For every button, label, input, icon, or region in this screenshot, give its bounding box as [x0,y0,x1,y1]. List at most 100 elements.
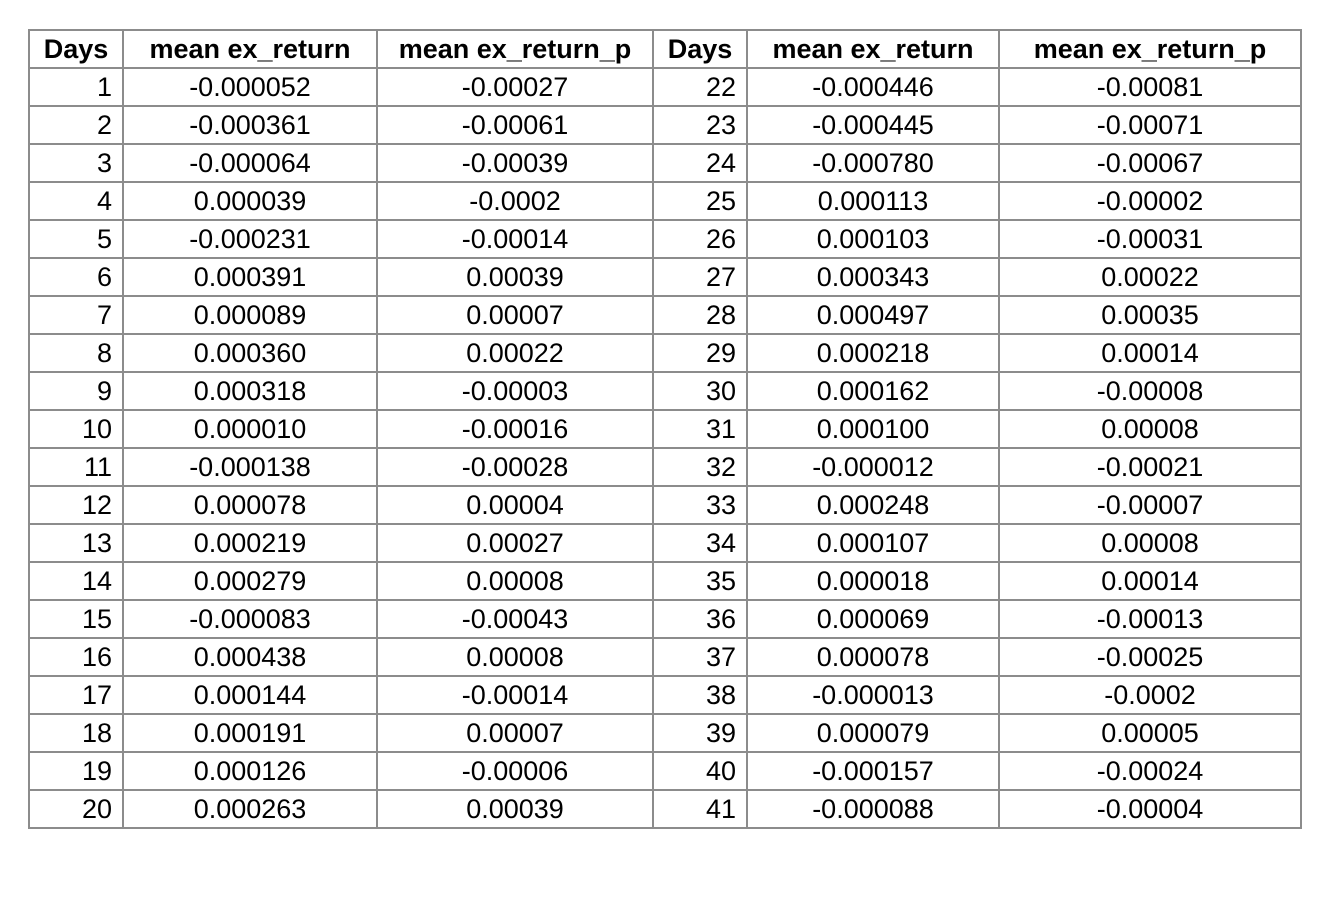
cell-mean-ex-return-p-left: -0.00014 [376,675,654,715]
cell-days-left: 8 [28,333,124,373]
cell-days-right: 27 [652,257,748,297]
cell-days-right: 29 [652,333,748,373]
cell-mean-ex-return-left: -0.000361 [122,105,378,145]
cell-days-right: 34 [652,523,748,563]
cell-days-right: 38 [652,675,748,715]
table-row: 6 0.000391 0.00039 27 0.000343 0.00022 [28,257,1302,297]
cell-days-right: 41 [652,789,748,829]
cell-mean-ex-return-left: 0.000078 [122,485,378,525]
cell-days-right: 30 [652,371,748,411]
cell-days-left: 6 [28,257,124,297]
cell-mean-ex-return-p-right: -0.00024 [998,751,1302,791]
header-days-left: Days [28,29,124,69]
cell-mean-ex-return-right: -0.000012 [746,447,1000,487]
table-row: 12 0.000078 0.00004 33 0.000248 -0.00007 [28,485,1302,525]
cell-days-left: 18 [28,713,124,753]
cell-mean-ex-return-p-right: -0.00007 [998,485,1302,525]
cell-days-left: 13 [28,523,124,563]
cell-mean-ex-return-right: -0.000780 [746,143,1000,183]
table-row: 17 0.000144 -0.00014 38 -0.000013 -0.0002 [28,675,1302,715]
cell-days-right: 25 [652,181,748,221]
cell-days-right: 22 [652,67,748,107]
cell-mean-ex-return-p-left: 0.00007 [376,295,654,335]
table-row: 10 0.000010 -0.00016 31 0.000100 0.00008 [28,409,1302,449]
cell-mean-ex-return-left: 0.000126 [122,751,378,791]
cell-mean-ex-return-p-left: 0.00004 [376,485,654,525]
cell-mean-ex-return-p-left: 0.00027 [376,523,654,563]
cell-days-left: 9 [28,371,124,411]
cell-mean-ex-return-right: 0.000079 [746,713,1000,753]
table-row: 11 -0.000138 -0.00028 32 -0.000012 -0.00021 [28,447,1302,487]
cell-mean-ex-return-p-right: 0.00014 [998,333,1302,373]
header-row: Days mean ex_return mean ex_return_p Day… [28,29,1302,69]
table-row: 2 -0.000361 -0.00061 23 -0.000445 -0.00071 [28,105,1302,145]
cell-days-right: 36 [652,599,748,639]
cell-mean-ex-return-right: 0.000100 [746,409,1000,449]
cell-mean-ex-return-p-right: -0.00031 [998,219,1302,259]
cell-mean-ex-return-left: 0.000438 [122,637,378,677]
cell-mean-ex-return-p-left: 0.00007 [376,713,654,753]
cell-mean-ex-return-p-left: 0.00008 [376,637,654,677]
cell-mean-ex-return-p-left: 0.00008 [376,561,654,601]
cell-days-left: 1 [28,67,124,107]
cell-mean-ex-return-p-left: 0.00022 [376,333,654,373]
cell-mean-ex-return-p-right: -0.0002 [998,675,1302,715]
cell-mean-ex-return-right: 0.000078 [746,637,1000,677]
cell-days-left: 12 [28,485,124,525]
cell-mean-ex-return-p-left: -0.00014 [376,219,654,259]
cell-mean-ex-return-left: 0.000263 [122,789,378,829]
table-row: 4 0.000039 -0.0002 25 0.000113 -0.00002 [28,181,1302,221]
table-row: 5 -0.000231 -0.00014 26 0.000103 -0.00031 [28,219,1302,259]
cell-days-right: 39 [652,713,748,753]
cell-mean-ex-return-right: 0.000069 [746,599,1000,639]
cell-days-left: 19 [28,751,124,791]
cell-mean-ex-return-left: 0.000219 [122,523,378,563]
cell-mean-ex-return-right: 0.000162 [746,371,1000,411]
cell-mean-ex-return-p-right: 0.00008 [998,523,1302,563]
cell-mean-ex-return-p-right: -0.00067 [998,143,1302,183]
table-row: 8 0.000360 0.00022 29 0.000218 0.00014 [28,333,1302,373]
cell-days-right: 37 [652,637,748,677]
cell-days-left: 20 [28,789,124,829]
cell-mean-ex-return-p-right: -0.00008 [998,371,1302,411]
cell-mean-ex-return-p-right: 0.00005 [998,713,1302,753]
cell-mean-ex-return-p-right: 0.00014 [998,561,1302,601]
cell-mean-ex-return-right: -0.000013 [746,675,1000,715]
cell-days-left: 10 [28,409,124,449]
table-row: 16 0.000438 0.00008 37 0.000078 -0.00025 [28,637,1302,677]
cell-mean-ex-return-p-left: -0.00016 [376,409,654,449]
table-row: 13 0.000219 0.00027 34 0.000107 0.00008 [28,523,1302,563]
cell-mean-ex-return-p-right: -0.00081 [998,67,1302,107]
cell-mean-ex-return-left: 0.000279 [122,561,378,601]
cell-mean-ex-return-left: 0.000089 [122,295,378,335]
cell-mean-ex-return-p-left: -0.00003 [376,371,654,411]
cell-mean-ex-return-left: 0.000360 [122,333,378,373]
cell-mean-ex-return-p-left: -0.0002 [376,181,654,221]
cell-days-right: 32 [652,447,748,487]
table-row: 3 -0.000064 -0.00039 24 -0.000780 -0.00067 [28,143,1302,183]
cell-days-right: 26 [652,219,748,259]
cell-mean-ex-return-right: 0.000113 [746,181,1000,221]
cell-mean-ex-return-p-right: -0.00004 [998,789,1302,829]
table-row: 18 0.000191 0.00007 39 0.000079 0.00005 [28,713,1302,753]
cell-mean-ex-return-p-right: -0.00071 [998,105,1302,145]
table-row: 7 0.000089 0.00007 28 0.000497 0.00035 [28,295,1302,335]
cell-days-left: 4 [28,181,124,221]
cell-mean-ex-return-p-left: -0.00039 [376,143,654,183]
cell-days-right: 35 [652,561,748,601]
cell-mean-ex-return-right: -0.000088 [746,789,1000,829]
cell-days-left: 2 [28,105,124,145]
header-mean-ex-return-p-right: mean ex_return_p [998,29,1302,69]
header-mean-ex-return-right: mean ex_return [746,29,1000,69]
cell-days-left: 16 [28,637,124,677]
cell-mean-ex-return-p-right: 0.00022 [998,257,1302,297]
header-days-right: Days [652,29,748,69]
cell-mean-ex-return-p-right: 0.00008 [998,409,1302,449]
cell-days-left: 14 [28,561,124,601]
table-row: 19 0.000126 -0.00006 40 -0.000157 -0.00024 [28,751,1302,791]
cell-mean-ex-return-left: -0.000231 [122,219,378,259]
cell-mean-ex-return-right: 0.000018 [746,561,1000,601]
cell-mean-ex-return-left: -0.000064 [122,143,378,183]
table-row: 9 0.000318 -0.00003 30 0.000162 -0.00008 [28,371,1302,411]
cell-days-right: 40 [652,751,748,791]
